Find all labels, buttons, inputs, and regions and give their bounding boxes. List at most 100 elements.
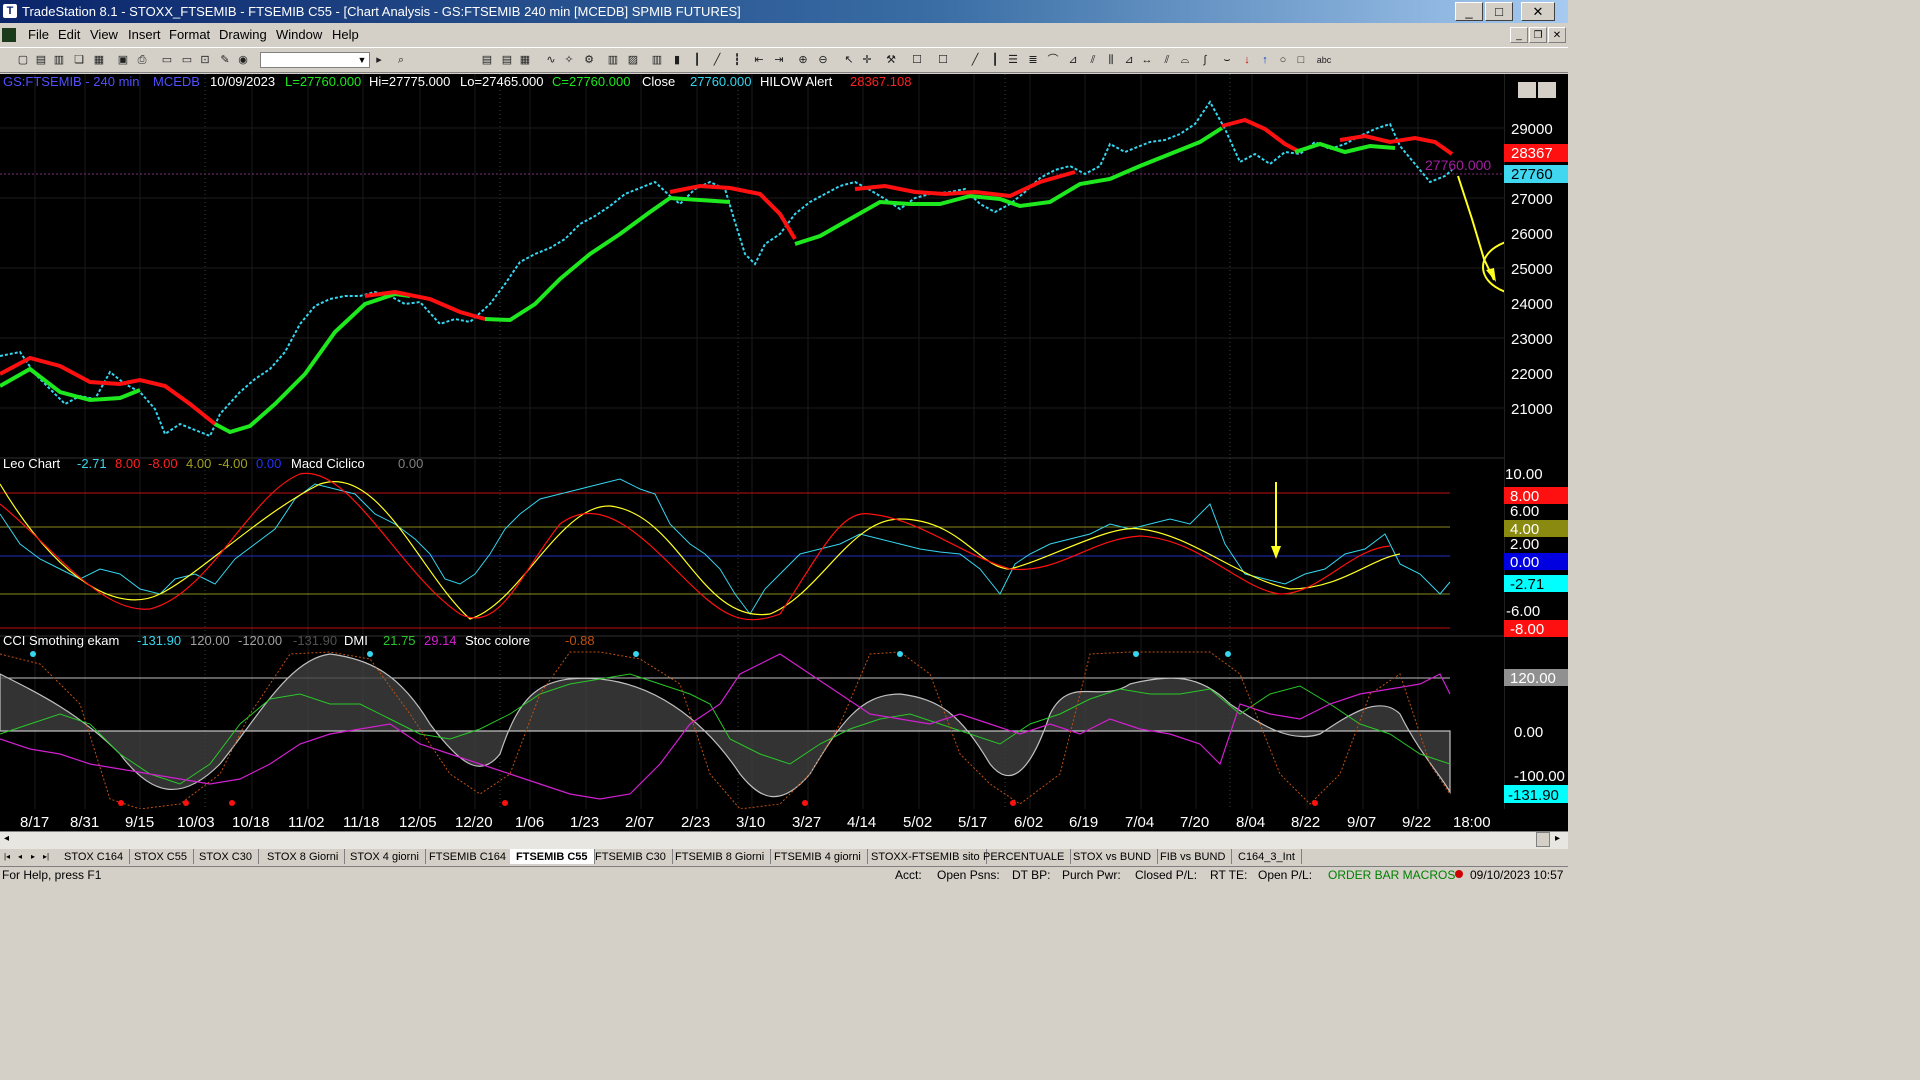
tab-stox-8-giorni[interactable]: STOX 8 Giorni xyxy=(261,849,346,864)
scroll-right-icon[interactable]: ▸ xyxy=(1555,833,1561,844)
zoom-in-icon[interactable]: ⊕ xyxy=(798,54,808,66)
tools-icon[interactable]: ⚒ xyxy=(886,54,896,66)
crosshair-icon[interactable]: ✛ xyxy=(862,54,872,66)
menu-insert[interactable]: Insert xyxy=(128,27,161,42)
pointer-icon[interactable]: ↖ xyxy=(844,54,854,66)
tab-last-icon[interactable]: ▸| xyxy=(42,852,50,861)
rectangle-icon[interactable]: □ xyxy=(1297,54,1305,66)
axis-restore-button[interactable] xyxy=(1538,82,1556,98)
tab-ftsemib-c30[interactable]: FTSEMIB C30 xyxy=(589,849,673,864)
menu-help[interactable]: Help xyxy=(332,27,359,42)
fib-icon[interactable]: ≣ xyxy=(1028,54,1038,66)
info-icon[interactable]: ☐ xyxy=(938,54,948,66)
window-icon[interactable]: ▭ xyxy=(161,54,173,66)
tab-first-icon[interactable]: |◂ xyxy=(3,852,11,861)
horizontal-arrow-icon[interactable]: ↔ xyxy=(1141,54,1153,66)
shift-left-icon[interactable]: ⇤ xyxy=(754,54,764,66)
menu-format[interactable]: Format xyxy=(169,27,211,42)
menu-view[interactable]: View xyxy=(90,27,118,42)
arc-icon[interactable]: ⌓ xyxy=(1180,54,1190,66)
edit-icon[interactable]: ✎ xyxy=(220,54,230,66)
lock-icon[interactable]: ⊡ xyxy=(200,54,210,66)
tab-ftsemib-c164[interactable]: FTSEMIB C164 xyxy=(423,849,514,864)
minimize-button[interactable]: _ xyxy=(1455,2,1483,21)
gann-icon[interactable]: ⊿ xyxy=(1068,54,1078,66)
tab-stox-c55[interactable]: STOX C55 xyxy=(128,849,194,864)
trendline-icon[interactable]: ╱ xyxy=(971,54,979,66)
freehand-icon[interactable]: ∫ xyxy=(1203,54,1207,66)
chart-area[interactable]: GS:FTSEMIB - 240 min MCEDB 10/09/2023 L=… xyxy=(0,74,1504,809)
arrow-down-icon[interactable]: ↓ xyxy=(1244,54,1250,66)
tab-stox-c30[interactable]: STOX C30 xyxy=(193,849,259,864)
axis-minimize-button[interactable] xyxy=(1518,82,1536,98)
menu-edit[interactable]: Edit xyxy=(58,27,81,42)
tab-ftsemib-8-giorni[interactable]: FTSEMIB 8 Giorni xyxy=(669,849,772,864)
search-icon[interactable]: ⌕ xyxy=(397,54,405,66)
chevron-down-icon[interactable]: ▼ xyxy=(357,55,367,65)
print-preview-icon[interactable]: ▣ xyxy=(117,54,129,66)
vline-icon[interactable]: ┃ xyxy=(991,54,999,66)
parallel-icon[interactable]: ⫽ xyxy=(1164,54,1170,66)
menu-drawing[interactable]: Drawing xyxy=(219,27,267,42)
hand-icon[interactable]: ☐ xyxy=(912,54,922,66)
new-icon[interactable]: ▢ xyxy=(17,54,29,66)
tab-stox-4-giorni[interactable]: STOX 4 giorni xyxy=(344,849,426,864)
data-icon[interactable]: ▥ xyxy=(607,54,619,66)
mdi-minimize-button[interactable]: _ xyxy=(1510,27,1528,43)
chart-doc-icon[interactable] xyxy=(2,28,16,42)
strategy-icon[interactable]: ✧ xyxy=(564,54,574,66)
maximize-button[interactable]: □ xyxy=(1485,2,1513,21)
arrow-up-icon[interactable]: ↑ xyxy=(1262,54,1268,66)
menu-file[interactable]: File xyxy=(28,27,49,42)
tab-ftsemib-4-giorni[interactable]: FTSEMIB 4 giorni xyxy=(768,849,868,864)
tab-percentuale[interactable]: PERCENTUALE xyxy=(977,849,1072,864)
layout-icon[interactable]: ▤ xyxy=(481,54,493,66)
status-macros[interactable]: ORDER BAR MACROS xyxy=(1328,868,1456,882)
menu-window[interactable]: Window xyxy=(276,27,323,42)
curve-icon[interactable]: ⌣ xyxy=(1223,54,1231,66)
zoom-out-icon[interactable]: ⊖ xyxy=(818,54,828,66)
candle-icon[interactable]: ▮ xyxy=(673,54,681,66)
tab-next-icon[interactable]: ▸ xyxy=(30,852,35,861)
print-icon[interactable]: ⎙ xyxy=(137,54,147,66)
globe-icon[interactable]: ◉ xyxy=(238,54,248,66)
fan-icon[interactable]: ⊿ xyxy=(1124,54,1134,66)
indicator-icon[interactable]: ∿ xyxy=(546,54,556,66)
point-icon[interactable]: ┇ xyxy=(733,54,741,66)
scroll-left-icon[interactable]: ◂ xyxy=(4,833,10,844)
save-icon[interactable]: ▥ xyxy=(53,54,65,66)
tile-icon[interactable]: ▭ xyxy=(181,54,193,66)
line-chart-icon[interactable]: ╱ xyxy=(713,54,721,66)
text-icon[interactable]: abc xyxy=(1316,55,1332,65)
play-icon[interactable]: ▸ xyxy=(376,54,382,66)
channel-icon[interactable]: ⫽ xyxy=(1090,54,1096,66)
speed-icon[interactable]: ⌒ xyxy=(1047,54,1059,66)
tab-stox-vs-bund[interactable]: STOX vs BUND xyxy=(1067,849,1159,864)
symbol-icon[interactable]: ▨ xyxy=(627,54,639,66)
mdi-close-button[interactable]: ✕ xyxy=(1548,27,1566,43)
open-icon[interactable]: ▤ xyxy=(35,54,47,66)
mdi-restore-button[interactable]: ❐ xyxy=(1529,27,1547,43)
ellipse-icon[interactable]: ○ xyxy=(1279,54,1287,66)
time-axis[interactable]: 8/17 8/31 9/15 10/03 10/18 11/02 11/18 1… xyxy=(0,809,1568,831)
price-axis[interactable]: 29000 28367 27760 27000 26000 25000 2400… xyxy=(1504,74,1568,809)
grid-icon[interactable]: ▦ xyxy=(519,54,531,66)
close-button[interactable]: ✕ xyxy=(1521,2,1555,21)
tab-ftsemib-c55[interactable]: FTSEMIB C55 xyxy=(510,849,595,864)
symbol-combo[interactable]: ▼ xyxy=(260,52,370,68)
ohlc-icon[interactable]: ┃ xyxy=(693,54,701,66)
andrews-icon[interactable]: ⫼ xyxy=(1108,54,1114,66)
tab-prev-icon[interactable]: ◂ xyxy=(17,852,22,861)
bar-icon[interactable]: ▥ xyxy=(651,54,663,66)
layout2-icon[interactable]: ▤ xyxy=(501,54,513,66)
horizontal-scrollbar[interactable]: ◂ ▸ xyxy=(0,831,1568,849)
tab-fib-vs-bund[interactable]: FIB vs BUND xyxy=(1154,849,1233,864)
format-icon[interactable]: ⚙ xyxy=(584,54,594,66)
tab-stoxx-ftsemib-sito[interactable]: STOXX-FTSEMIB sito xyxy=(865,849,987,864)
hline-icon[interactable]: ☰ xyxy=(1008,54,1018,66)
tab-stox-c164[interactable]: STOX C164 xyxy=(58,849,131,864)
paste-icon[interactable]: ▦ xyxy=(93,54,105,66)
shift-right-icon[interactable]: ⇥ xyxy=(774,54,784,66)
scroll-thumb[interactable] xyxy=(1536,832,1550,847)
copy-icon[interactable]: ❏ xyxy=(74,54,84,66)
